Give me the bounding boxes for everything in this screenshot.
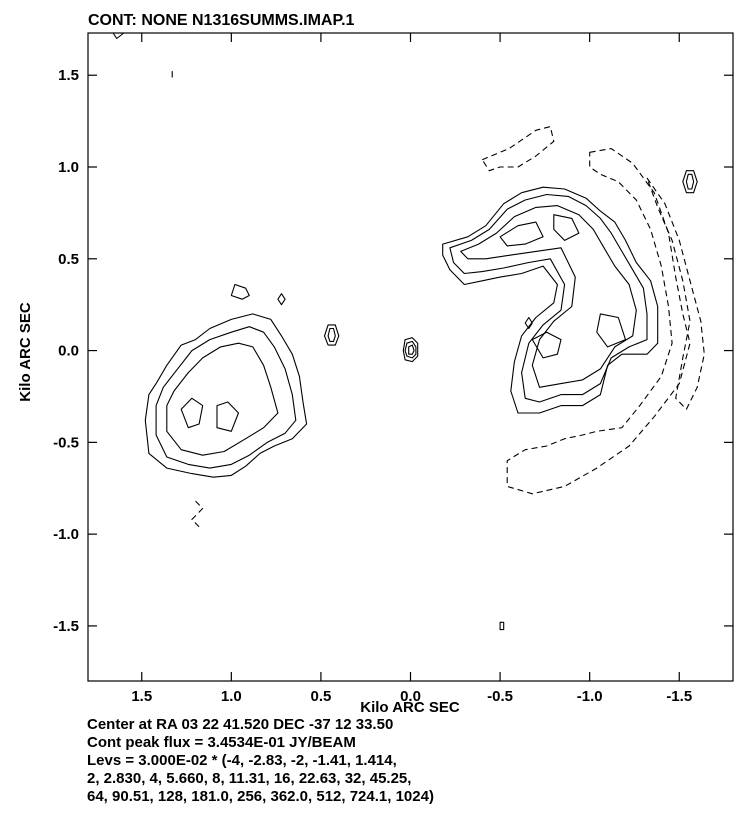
tick-label-layer: 1.5 1.0 0.5 0.0 -0.5 -1.0 -1.5 1.5 1.0 0.5 0.0 -0.5… [53, 67, 692, 705]
plot-title: CONT: NONE N1316SUMMS.IMAP.1 [88, 12, 355, 29]
peak-flux: Cont peak flux = 3.4534E-01 JY/BEAM [87, 734, 356, 751]
x-axis-label: Kilo ARC SEC [360, 699, 460, 716]
contour-line [216, 401, 240, 432]
contour-group-knot-east [323, 324, 340, 346]
negative-contour [191, 500, 204, 528]
negative-contour [481, 126, 555, 172]
x-tick-label: -1.5 [666, 688, 692, 705]
contour-line [144, 313, 308, 478]
x-tick-label: -0.5 [487, 688, 513, 705]
contour-line [327, 327, 336, 342]
contour-line [277, 293, 286, 306]
levels-line-2: 2, 2.830, 4, 5.660, 8, 11.31, 16, 22.63,… [87, 770, 412, 787]
y-tick-label: 0.0 [58, 343, 79, 360]
y-tick-label: -0.5 [53, 434, 79, 451]
contour-line [230, 283, 250, 300]
x-tick-label: 1.5 [131, 688, 152, 705]
x-tick-label: 0.5 [310, 688, 331, 705]
contour-line [531, 331, 562, 359]
y-tick-label: 0.5 [58, 251, 79, 268]
contour-line [155, 326, 297, 469]
contour-line [323, 324, 340, 346]
levels-line-3: 64, 90.51, 128, 181.0, 256, 362.0, 512, … [87, 788, 434, 805]
y-tick-label: 1.0 [58, 159, 79, 176]
negative-contour [646, 177, 705, 410]
contour-line [112, 32, 125, 40]
contour-line [442, 186, 659, 414]
contour-line [180, 397, 204, 429]
negative-contour [506, 148, 691, 495]
center-coordinates: Center at RA 03 22 41.520 DEC -37 12 33.… [87, 716, 394, 733]
tick-layer [88, 33, 733, 681]
y-tick-label: -1.5 [53, 618, 79, 635]
y-tick-label: -1.0 [53, 526, 79, 543]
contour-line [596, 313, 627, 348]
contour-line [402, 337, 419, 363]
contour-line [524, 316, 533, 330]
contour-line [404, 340, 417, 359]
contour-line [408, 344, 415, 355]
contour-line [460, 205, 637, 388]
x-tick-label: -1.0 [577, 688, 603, 705]
y-tick-label: 1.5 [58, 67, 79, 84]
contour-group-negative-arcs [191, 126, 705, 528]
contour-line [449, 193, 648, 403]
contour-line [682, 170, 698, 194]
x-tick-label: 0.0 [400, 688, 421, 705]
contour-group-core [402, 337, 419, 363]
contour-group-west-lobe [442, 186, 659, 414]
contour-line [499, 221, 544, 247]
y-axis-label: Kilo ARC SEC [17, 302, 34, 402]
contour-line [685, 173, 695, 190]
x-tick-label: 1.0 [221, 688, 242, 705]
contour-group-west-compact-source [682, 170, 698, 194]
contour-line [553, 214, 580, 241]
contour-line [166, 342, 279, 456]
contour-line [499, 621, 505, 631]
contour-group-east-lobe [144, 313, 308, 478]
contour-layer [112, 32, 705, 631]
map-info-block: Center at RA 03 22 41.520 DEC -37 12 33.… [87, 716, 747, 806]
levels-line-1: Levs = 3.000E-02 * (-4, -2.83, -2, -1.41… [87, 752, 397, 769]
contour-group-small-east-blobs [112, 32, 533, 631]
